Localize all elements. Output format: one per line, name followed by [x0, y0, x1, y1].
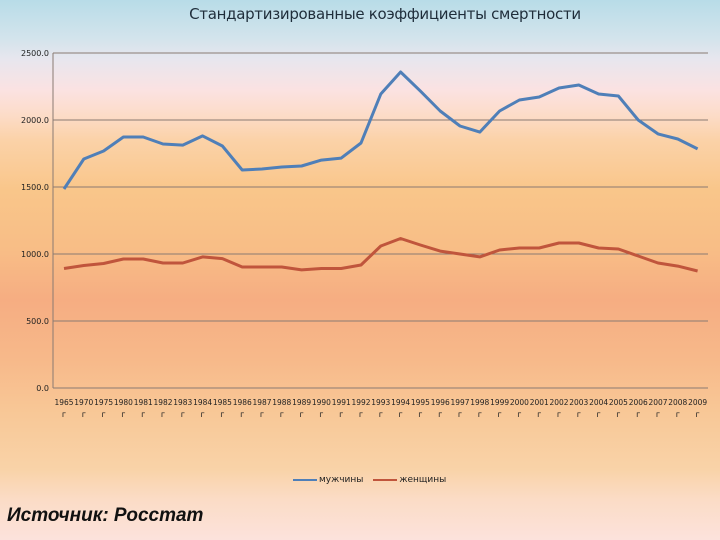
- x-tick-label: 1970: [74, 398, 93, 407]
- x-tick-label: 1995: [411, 398, 430, 407]
- x-tick-label: 1965: [55, 398, 74, 407]
- x-tick-label: 1997: [451, 398, 470, 407]
- x-tick-suffix: г: [676, 410, 680, 419]
- x-tick-label: 1992: [352, 398, 371, 407]
- x-tick-label: 1975: [94, 398, 113, 407]
- x-tick-label: 1984: [193, 398, 212, 407]
- x-tick-label: 2003: [569, 398, 588, 407]
- y-tick-label: 2000.0: [21, 116, 49, 125]
- series-line-women: [63, 237, 698, 273]
- x-tick-suffix: г: [101, 410, 105, 419]
- x-tick-suffix: г: [240, 410, 244, 419]
- x-tick-label: 2005: [609, 398, 628, 407]
- x-tick-suffix: г: [656, 410, 660, 419]
- x-tick-suffix: г: [616, 410, 620, 419]
- legend-swatch-men: [293, 479, 317, 481]
- x-tick-suffix: г: [82, 410, 86, 419]
- legend-label-men: мужчины: [319, 475, 364, 485]
- x-tick-suffix: г: [359, 410, 363, 419]
- chart-title: Стандартизированные коэффициенты смертно…: [189, 5, 581, 23]
- x-tick-label: 1981: [134, 398, 153, 407]
- x-tick-suffix: г: [319, 410, 323, 419]
- x-tick-suffix: г: [557, 410, 561, 419]
- x-tick-suffix: г: [458, 410, 462, 419]
- x-tick-label: 2007: [649, 398, 668, 407]
- x-tick-suffix: г: [695, 410, 699, 419]
- x-tick-label: 1998: [470, 398, 489, 407]
- x-tick-suffix: г: [200, 410, 204, 419]
- x-tick-label: 2008: [668, 398, 687, 407]
- x-tick-label: 1980: [114, 398, 133, 407]
- x-tick-label: 2004: [589, 398, 608, 407]
- x-tick-label: 1985: [213, 398, 232, 407]
- x-tick-suffix: г: [537, 410, 541, 419]
- x-tick-suffix: г: [220, 410, 224, 419]
- series-line-men: [62, 70, 699, 190]
- legend: мужчины женщины: [293, 475, 446, 485]
- x-tick-label: 1982: [154, 398, 173, 407]
- x-tick-suffix: г: [438, 410, 442, 419]
- x-tick-label: 1996: [431, 398, 450, 407]
- x-tick-suffix: г: [62, 410, 66, 419]
- y-tick-label: 500.0: [26, 317, 49, 326]
- y-axis: 0.0 500.0 1000.0 1500.0 2000.0 2500.0: [21, 49, 54, 393]
- x-tick-suffix: г: [121, 410, 125, 419]
- legend-item-women: женщины: [373, 475, 446, 485]
- x-tick-suffix: г: [478, 410, 482, 419]
- x-tick-suffix: г: [280, 410, 284, 419]
- x-tick-suffix: г: [339, 410, 343, 419]
- x-tick-suffix: г: [161, 410, 165, 419]
- x-tick-suffix: г: [398, 410, 402, 419]
- x-tick-label: 1983: [173, 398, 192, 407]
- x-tick-label: 1994: [391, 398, 410, 407]
- legend-swatch-women: [373, 479, 398, 481]
- x-tick-label: 1989: [292, 398, 311, 407]
- x-tick-suffix: г: [636, 410, 640, 419]
- x-tick-label: 1987: [253, 398, 272, 407]
- x-tick-label: 2000: [510, 398, 529, 407]
- x-tick-suffix: г: [181, 410, 185, 419]
- x-tick-label: 1991: [332, 398, 351, 407]
- x-tick-suffix: г: [517, 410, 521, 419]
- x-tick-label: 1988: [272, 398, 291, 407]
- x-tick-suffix: г: [299, 410, 303, 419]
- x-tick-label: 1999: [490, 398, 509, 407]
- series-lines: [62, 70, 699, 273]
- x-axis: 1965 г 1970 г 1975 г 1980 г 1981 г 1982 г 1983 г 1984 г…: [55, 398, 708, 419]
- y-tick-label: 2500.0: [21, 49, 49, 58]
- x-tick-suffix: г: [497, 410, 501, 419]
- x-tick-label: 1993: [371, 398, 390, 407]
- y-tick-label: 1000.0: [21, 250, 49, 259]
- x-tick-suffix: г: [141, 410, 145, 419]
- x-tick-suffix: г: [260, 410, 264, 419]
- y-tick-label: 0.0: [36, 384, 49, 393]
- x-tick-suffix: г: [596, 410, 600, 419]
- x-tick-label: 1986: [233, 398, 252, 407]
- source-note: Источник: Росстат: [7, 505, 204, 526]
- legend-label-women: женщины: [399, 475, 447, 485]
- x-tick-label: 2002: [550, 398, 569, 407]
- x-tick-label: 2006: [629, 398, 648, 407]
- x-tick-label: 2001: [530, 398, 549, 407]
- x-tick-suffix: г: [577, 410, 581, 419]
- x-tick-label: 1990: [312, 398, 331, 407]
- x-tick-label: 2009: [688, 398, 707, 407]
- gridlines: [53, 52, 708, 389]
- legend-item-men: мужчины: [293, 475, 363, 485]
- x-tick-suffix: г: [379, 410, 383, 419]
- y-tick-label: 1500.0: [21, 183, 49, 192]
- x-tick-suffix: г: [418, 410, 422, 419]
